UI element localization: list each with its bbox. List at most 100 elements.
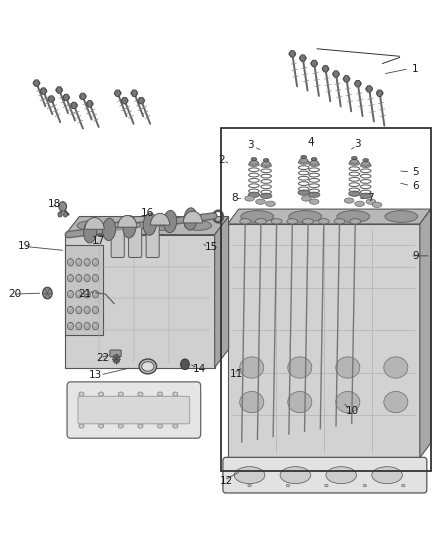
Text: 12: 12	[220, 477, 233, 486]
Polygon shape	[289, 51, 295, 57]
Circle shape	[85, 260, 87, 262]
Circle shape	[84, 274, 90, 282]
Circle shape	[76, 290, 82, 298]
Circle shape	[67, 259, 74, 266]
Ellipse shape	[299, 55, 306, 61]
Ellipse shape	[77, 221, 104, 230]
Ellipse shape	[363, 484, 367, 487]
Ellipse shape	[123, 216, 136, 238]
Ellipse shape	[113, 223, 123, 228]
Ellipse shape	[40, 88, 47, 94]
Circle shape	[92, 259, 99, 266]
Text: 15: 15	[205, 243, 218, 252]
Ellipse shape	[280, 467, 311, 483]
Polygon shape	[56, 87, 62, 93]
Ellipse shape	[360, 193, 371, 198]
FancyBboxPatch shape	[111, 223, 124, 257]
Polygon shape	[343, 76, 350, 82]
Ellipse shape	[271, 219, 282, 224]
Circle shape	[67, 306, 74, 314]
Ellipse shape	[326, 467, 357, 483]
Circle shape	[84, 306, 90, 314]
Ellipse shape	[234, 467, 265, 483]
Ellipse shape	[262, 161, 271, 166]
Ellipse shape	[298, 190, 309, 195]
Text: 3: 3	[247, 140, 254, 150]
Ellipse shape	[33, 80, 40, 86]
Ellipse shape	[337, 211, 370, 222]
Ellipse shape	[355, 201, 364, 206]
Ellipse shape	[143, 213, 156, 236]
Ellipse shape	[332, 71, 339, 77]
Circle shape	[69, 276, 71, 278]
Circle shape	[76, 259, 82, 266]
Ellipse shape	[173, 424, 178, 428]
Polygon shape	[311, 60, 317, 67]
Ellipse shape	[361, 161, 370, 166]
Ellipse shape	[99, 424, 104, 428]
Circle shape	[42, 287, 52, 299]
Polygon shape	[87, 101, 93, 107]
Ellipse shape	[310, 160, 318, 165]
Text: 11: 11	[230, 369, 243, 379]
Ellipse shape	[184, 221, 212, 230]
Ellipse shape	[138, 392, 143, 396]
Ellipse shape	[336, 357, 360, 378]
Ellipse shape	[63, 95, 70, 100]
Wedge shape	[118, 215, 137, 227]
Circle shape	[92, 274, 99, 282]
Ellipse shape	[157, 424, 162, 428]
Polygon shape	[71, 102, 77, 109]
Text: 2: 2	[218, 155, 225, 165]
Circle shape	[77, 324, 79, 326]
Circle shape	[180, 359, 189, 369]
Wedge shape	[150, 213, 170, 225]
Text: 4: 4	[307, 136, 314, 147]
FancyBboxPatch shape	[146, 223, 159, 257]
Polygon shape	[40, 88, 46, 94]
Ellipse shape	[118, 392, 124, 396]
FancyBboxPatch shape	[67, 382, 201, 438]
Circle shape	[76, 274, 82, 282]
Circle shape	[77, 308, 79, 310]
Ellipse shape	[184, 208, 197, 230]
Ellipse shape	[79, 94, 86, 99]
Polygon shape	[65, 245, 103, 335]
Ellipse shape	[163, 211, 177, 233]
Circle shape	[58, 212, 62, 217]
Ellipse shape	[248, 484, 251, 487]
Circle shape	[69, 324, 71, 326]
Ellipse shape	[343, 76, 350, 82]
Ellipse shape	[299, 158, 308, 163]
Circle shape	[76, 306, 82, 314]
FancyBboxPatch shape	[223, 457, 427, 493]
Ellipse shape	[384, 357, 408, 378]
Ellipse shape	[372, 202, 382, 207]
FancyBboxPatch shape	[110, 350, 121, 357]
Circle shape	[76, 322, 82, 330]
Circle shape	[77, 292, 79, 294]
Text: 20: 20	[9, 289, 21, 299]
Ellipse shape	[149, 221, 176, 230]
Ellipse shape	[344, 198, 354, 203]
Polygon shape	[333, 71, 339, 77]
Polygon shape	[215, 216, 229, 368]
Ellipse shape	[240, 219, 251, 224]
Circle shape	[67, 274, 74, 282]
Circle shape	[92, 322, 99, 330]
Text: 16: 16	[141, 208, 154, 219]
Circle shape	[69, 260, 71, 262]
Ellipse shape	[131, 91, 138, 96]
Ellipse shape	[286, 484, 290, 487]
Text: 21: 21	[78, 289, 92, 299]
Text: 10: 10	[346, 406, 359, 416]
Ellipse shape	[336, 391, 360, 413]
Polygon shape	[228, 224, 420, 458]
Ellipse shape	[288, 391, 312, 413]
FancyBboxPatch shape	[129, 223, 142, 257]
Ellipse shape	[385, 211, 418, 222]
Ellipse shape	[79, 424, 84, 428]
Ellipse shape	[350, 219, 360, 224]
Ellipse shape	[121, 98, 128, 103]
Circle shape	[84, 259, 90, 266]
